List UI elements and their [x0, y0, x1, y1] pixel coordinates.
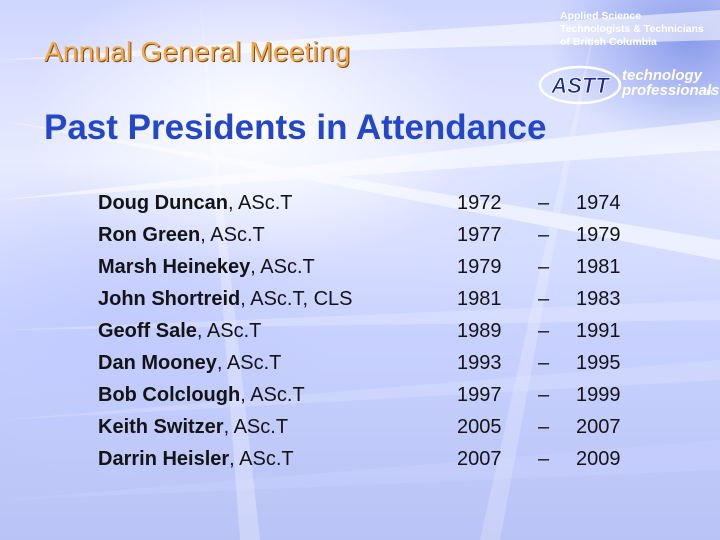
term-end-year: 1991 — [576, 320, 621, 342]
trademark-symbol: TM — [702, 90, 713, 97]
term-start-year: 1977 — [457, 224, 502, 246]
logo-mark-text: ASTT — [550, 73, 610, 98]
president-name-cell: Bob Colclough, ASc.T — [98, 384, 305, 407]
president-credentials: , ASc.T — [223, 416, 289, 438]
president-name: Bob Colclough — [98, 384, 241, 406]
logo-tagline-line: technology — [622, 67, 703, 84]
term-start-year: 1989 — [457, 320, 502, 342]
president-credentials: , ASc.T — [196, 320, 262, 342]
term-start-year: 1972 — [457, 192, 502, 214]
term-start-year: 2007 — [457, 448, 502, 470]
term-start-year: 1997 — [457, 384, 502, 406]
org-name-line: Technologists & Technicians — [560, 23, 704, 35]
president-credentials: , ASc.T — [229, 448, 294, 470]
president-credentials: , ASc.T — [250, 256, 315, 278]
president-credentials: , ASc.T — [228, 192, 293, 214]
astt-logo: ASTT — [538, 65, 622, 105]
org-name-line: of British Columbia — [560, 36, 657, 48]
logo-tagline-line: professionals — [622, 82, 720, 99]
term-end-year: 1981 — [576, 256, 621, 278]
term-dash: – — [538, 320, 550, 342]
term-end-year: 1979 — [576, 224, 621, 246]
president-name-cell: Doug Duncan, ASc.T — [98, 192, 292, 215]
term-start-year: 1979 — [457, 256, 502, 278]
president-row: Ron Green, ASc.T 1977 – 1979 — [98, 224, 658, 256]
president-name: Darrin Heisler — [98, 448, 230, 470]
president-row: Darrin Heisler, ASc.T 2007 – 2009 — [98, 448, 658, 480]
term-start-year: 1981 — [457, 288, 502, 310]
term-end-year: 1983 — [576, 288, 621, 310]
term-dash: – — [538, 224, 550, 246]
president-name-cell: Darrin Heisler, ASc.T — [98, 448, 294, 471]
president-name: Keith Switzer — [98, 416, 224, 438]
president-name-cell: Dan Mooney, ASc.T — [98, 352, 281, 375]
president-row: Bob Colclough, ASc.T 1997 – 1999 — [98, 384, 658, 416]
term-dash: – — [538, 256, 550, 278]
president-name-cell: Keith Switzer, ASc.T — [98, 416, 288, 439]
president-name: Marsh Heinekey — [98, 256, 251, 278]
term-end-year: 1995 — [576, 352, 621, 374]
president-row: Doug Duncan, ASc.T 1972 – 1974 — [98, 192, 658, 224]
president-row: Keith Switzer, ASc.T 2005 – 2007 — [98, 416, 658, 448]
meeting-title: Annual General Meeting — [44, 36, 351, 67]
term-end-year: 1974 — [576, 192, 621, 214]
president-name-cell: Ron Green, ASc.T — [98, 224, 265, 247]
logo-tagline: technology professionals — [622, 68, 720, 98]
president-name-cell: Marsh Heinekey, ASc.T — [98, 256, 315, 279]
past-presidents-list: Doug Duncan, ASc.T 1972 – 1974 Ron Green… — [98, 192, 658, 480]
president-name-cell: Geoff Sale, ASc.T — [98, 320, 261, 343]
slide-title: Past Presidents in Attendance — [44, 108, 547, 147]
president-row: Marsh Heinekey, ASc.T 1979 – 1981 — [98, 256, 658, 288]
president-name: John Shortreid — [98, 288, 241, 310]
term-end-year: 2009 — [576, 448, 621, 470]
president-name: Doug Duncan — [98, 192, 228, 214]
president-credentials: , ASc.T — [216, 352, 282, 374]
president-name: Dan Mooney — [98, 352, 217, 374]
term-dash: – — [538, 352, 550, 374]
president-name: Ron Green — [98, 224, 201, 246]
president-row: John Shortreid, ASc.T, CLS 1981 – 1983 — [98, 288, 658, 320]
president-credentials: , ASc.T — [240, 384, 305, 406]
term-dash: – — [538, 192, 550, 214]
term-end-year: 1999 — [576, 384, 621, 406]
term-start-year: 2005 — [457, 416, 502, 438]
president-row: Dan Mooney, ASc.T 1993 – 1995 — [98, 352, 658, 384]
president-name: Geoff Sale — [98, 320, 197, 342]
organization-name: Applied Science Technologists & Technici… — [560, 10, 720, 49]
president-name-cell: John Shortreid, ASc.T, CLS — [98, 288, 353, 311]
term-end-year: 2007 — [576, 416, 621, 438]
term-dash: – — [538, 416, 550, 438]
org-name-line: Applied Science — [560, 10, 642, 22]
term-dash: – — [538, 448, 550, 470]
president-row: Geoff Sale, ASc.T 1989 – 1991 — [98, 320, 658, 352]
term-dash: – — [538, 384, 550, 406]
president-credentials: , ASc.T — [200, 224, 265, 246]
president-credentials: , ASc.T, CLS — [240, 288, 353, 310]
term-start-year: 1993 — [457, 352, 502, 374]
term-dash: – — [538, 288, 550, 310]
